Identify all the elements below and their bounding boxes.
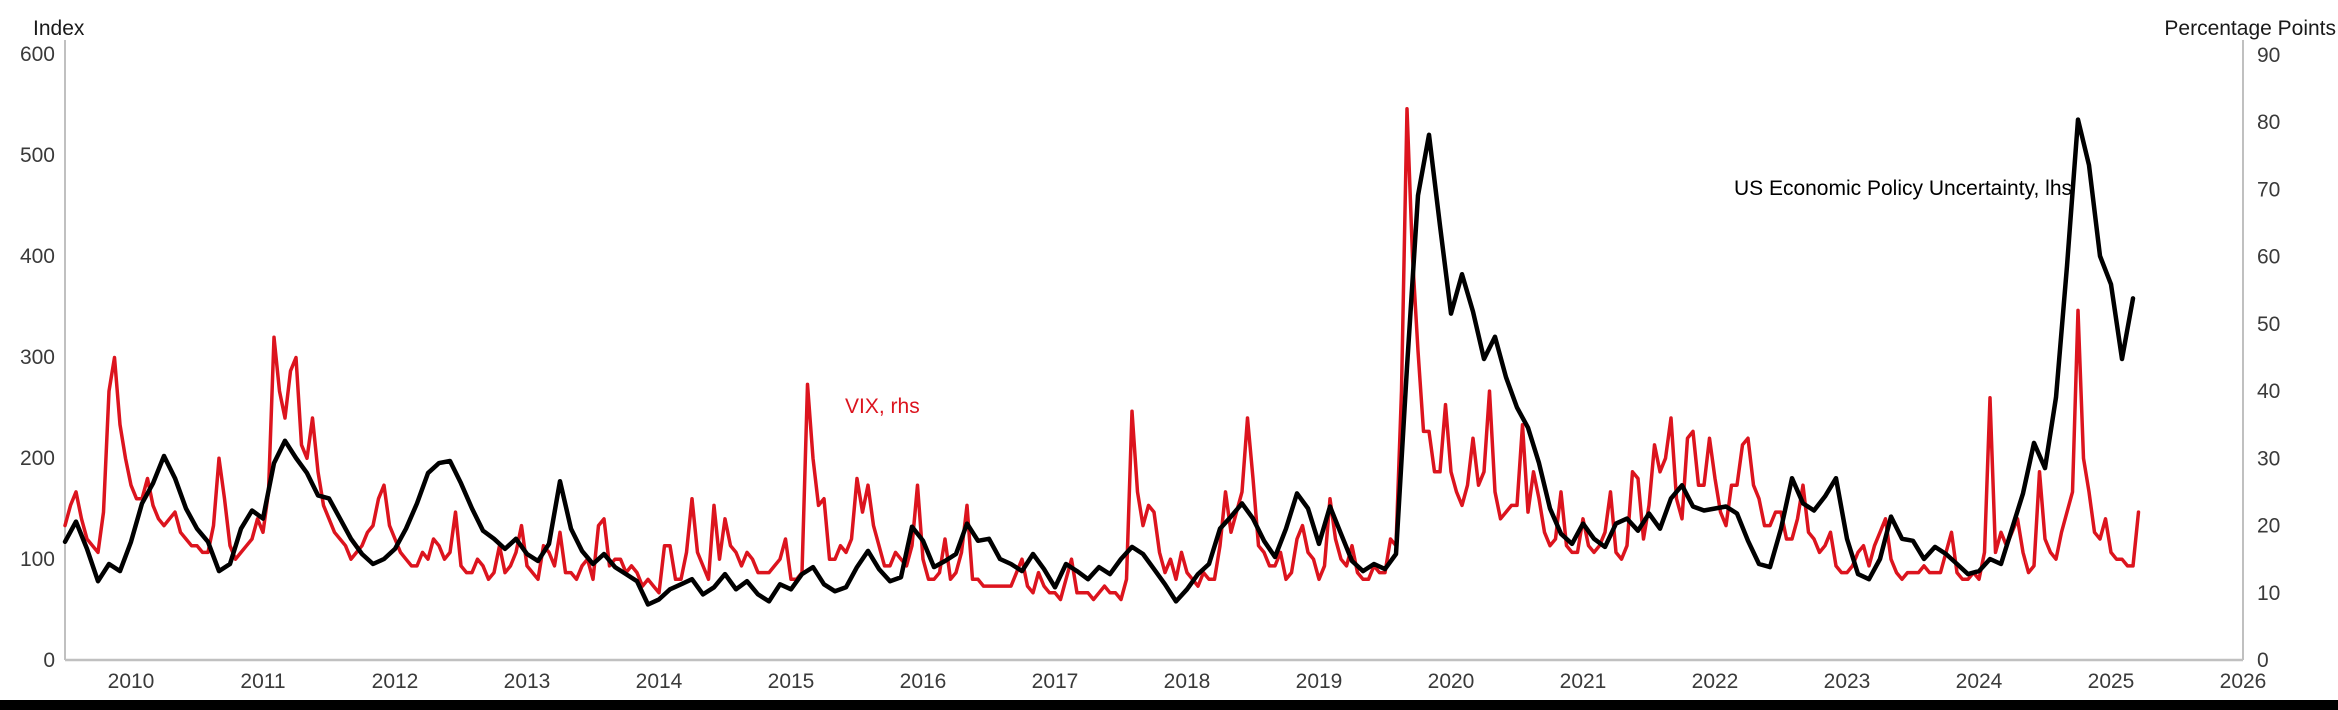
x-year-label: 2020	[1428, 670, 1475, 693]
right-tick-label: 60	[2257, 246, 2280, 269]
footer-bar	[0, 700, 2338, 710]
right-tick-label: 40	[2257, 380, 2280, 403]
left-axis-title: Index	[33, 17, 85, 40]
x-year-label: 2026	[2220, 670, 2267, 693]
right-tick-label: 0	[2257, 649, 2269, 672]
left-tick-label: 400	[20, 245, 55, 268]
x-year-label: 2022	[1692, 670, 1739, 693]
epu-line	[62, 117, 2136, 607]
right-tick-label: 20	[2257, 515, 2280, 538]
right-tick-label: 50	[2257, 313, 2280, 336]
left-tick-label: 200	[20, 447, 55, 470]
x-year-label: 2014	[636, 670, 683, 693]
epu-series-label: US Economic Policy Uncertainty, lhs	[1734, 177, 2072, 200]
x-year-label: 2021	[1560, 670, 1607, 693]
right-tick-label: 10	[2257, 582, 2280, 605]
x-year-label: 2025	[2088, 670, 2135, 693]
left-tick-label: 0	[43, 649, 55, 672]
left-axis-tick-labels: 0 100 200 300 400 500 600	[20, 43, 55, 672]
x-year-label: 2018	[1164, 670, 1211, 693]
right-axis-tick-labels: 0 10 20 30 40 50 60 70 80 90	[2257, 44, 2280, 672]
vix-line	[63, 107, 2141, 602]
x-year-label: 2015	[768, 670, 815, 693]
x-year-label: 2023	[1824, 670, 1871, 693]
left-tick-label: 600	[20, 43, 55, 66]
x-year-label: 2019	[1296, 670, 1343, 693]
right-axis-title: Percentage Points	[2164, 17, 2336, 40]
left-tick-label: 500	[20, 144, 55, 167]
right-tick-label: 90	[2257, 44, 2280, 67]
right-tick-label: 70	[2257, 178, 2280, 201]
x-year-label: 2010	[108, 670, 155, 693]
left-tick-label: 100	[20, 548, 55, 571]
x-year-label: 2011	[240, 670, 285, 693]
right-tick-label: 80	[2257, 111, 2280, 134]
x-year-label: 2016	[900, 670, 947, 693]
right-tick-label: 30	[2257, 447, 2280, 470]
vix-series-label: VIX, rhs	[845, 395, 920, 418]
x-axis-year-labels: 2010 2011 2012 2013 2014 2015 2016 2017 2018 2019…	[108, 670, 2267, 693]
x-year-label: 2012	[372, 670, 419, 693]
series-lines	[62, 107, 2141, 607]
x-year-label: 2017	[1032, 670, 1079, 693]
left-tick-label: 300	[20, 346, 55, 369]
x-year-label: 2024	[1956, 670, 2003, 693]
x-year-label: 2013	[504, 670, 551, 693]
